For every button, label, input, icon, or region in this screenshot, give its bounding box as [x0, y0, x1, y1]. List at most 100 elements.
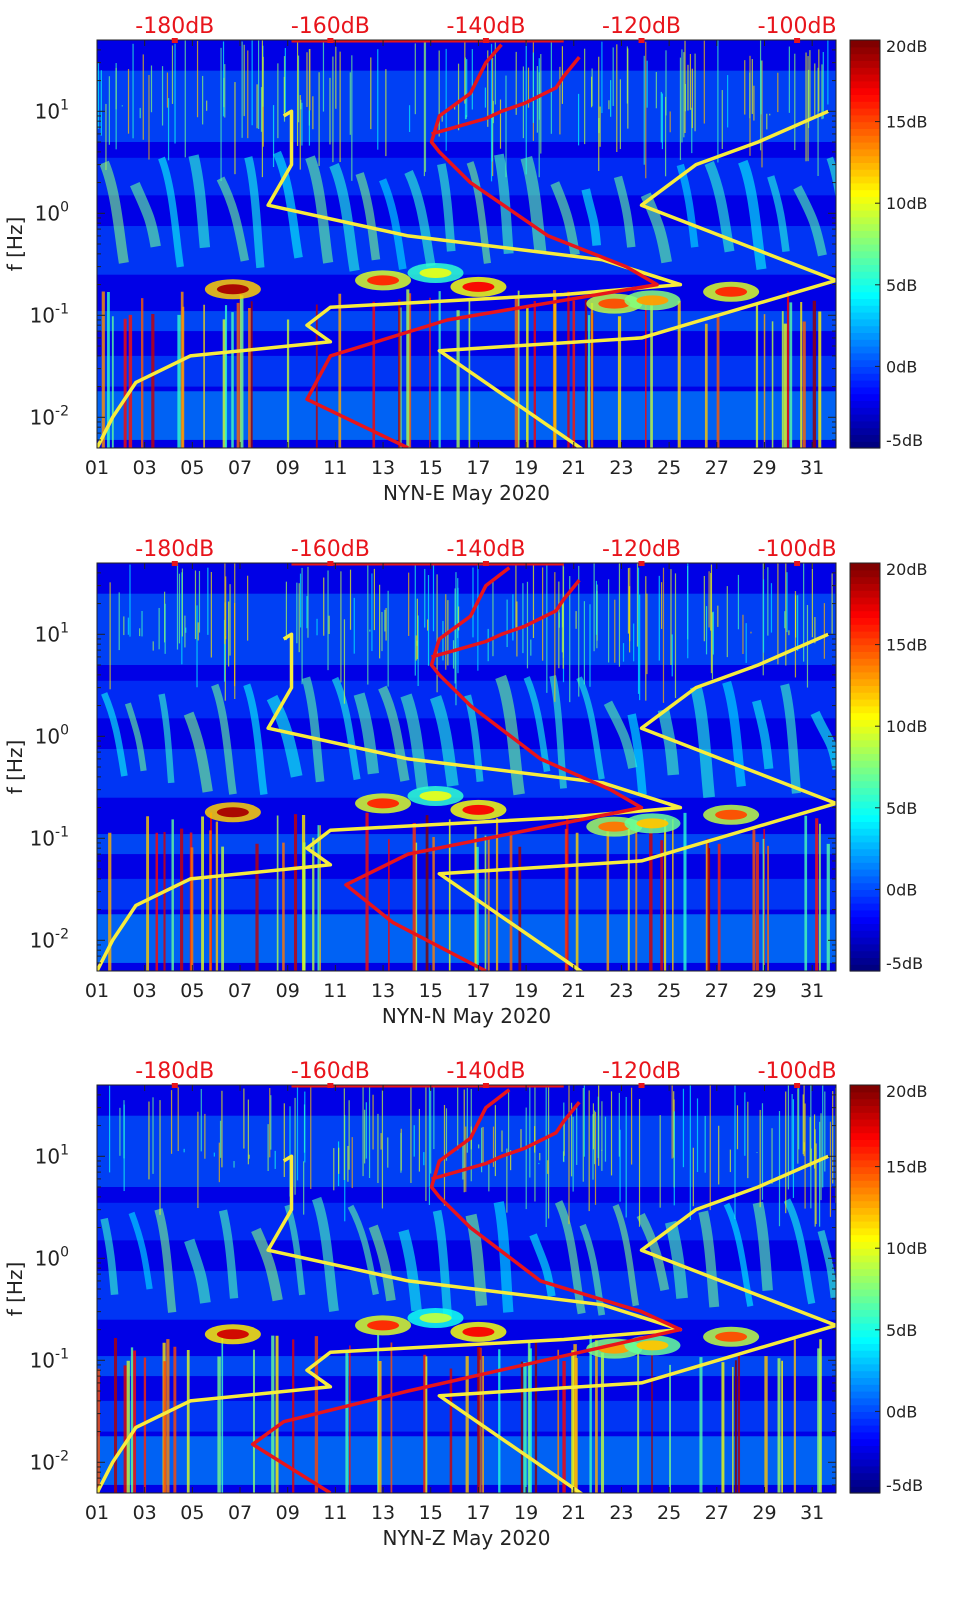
microseism-peak [715, 286, 748, 297]
spectrogram-panel: 01 03 05 07 09 11 13 15 17 19 21 23 25 27 29 31 101 100 10… [3, 537, 928, 1028]
colorbar-label: 20dB [886, 560, 928, 579]
colorbar-segment [850, 1295, 880, 1304]
x-tick-label: 19 [514, 1502, 538, 1524]
colorbar-segment [850, 121, 880, 129]
top-db-label: -100dB [758, 537, 837, 562]
top-db-label: -180dB [135, 1059, 214, 1084]
wave-streak [368, 1224, 396, 1302]
colorbar-segment [850, 264, 880, 272]
x-tick-label: 19 [514, 457, 538, 479]
colorbar-segment [850, 882, 880, 890]
x-tick-label: 25 [657, 1502, 681, 1524]
wave-streak [466, 161, 492, 264]
colorbar-segment [850, 1105, 880, 1113]
colorbar-segment [850, 1227, 880, 1236]
top-db-label: -160dB [291, 537, 370, 562]
top-db-tick [638, 561, 645, 566]
wave-streak [130, 182, 161, 248]
colorbar-segment [850, 441, 880, 449]
colorbar-segment [850, 148, 880, 157]
colorbar-segment [850, 916, 880, 924]
colorbar-segment [850, 1146, 880, 1154]
wave-streak [400, 693, 429, 791]
colorbar-segment [850, 1200, 880, 1208]
model-curves [97, 43, 836, 448]
colorbar-segment [850, 875, 880, 884]
colorbar-label: -5dB [886, 954, 923, 973]
spectrogram-panel: 01 03 05 07 09 11 13 15 17 19 21 23 25 27 29 31 101 100 10… [3, 14, 928, 505]
x-tick-label: 17 [466, 1502, 490, 1524]
colorbar-segment [850, 1316, 880, 1324]
y-tick-label: 10-1 [30, 301, 69, 327]
wave-streak [266, 694, 303, 778]
colorbar-segment [850, 576, 880, 584]
x-tick-label: 11 [323, 980, 347, 1002]
y-tick-label: 101 [35, 620, 69, 646]
wave-streak [752, 699, 774, 770]
colorbar-segment [850, 155, 880, 163]
colorbar-label: 10dB [886, 717, 928, 736]
top-db-tick [482, 561, 489, 566]
colorbar-segment [850, 1445, 880, 1453]
colorbar-label: 15dB [886, 636, 928, 655]
colorbar-segment [850, 237, 880, 245]
colorbar-segment [850, 373, 880, 381]
colorbar-segment [850, 848, 880, 856]
colorbar-segment [850, 739, 880, 748]
colorbar-segment [850, 162, 880, 170]
wave-streak [752, 1201, 773, 1291]
x-tick-label: 03 [133, 457, 157, 479]
colorbar-segment [850, 569, 880, 578]
colorbar-segment [850, 40, 880, 48]
colorbar-segment [850, 244, 880, 252]
wave-streak [494, 153, 514, 255]
y-tick-label: 100 [35, 722, 69, 748]
colorbar-segment [850, 835, 880, 843]
colorbar-segment [850, 74, 880, 82]
colorbar-segment [850, 420, 880, 429]
wave-streak [576, 676, 605, 780]
y-tick-label: 101 [35, 97, 69, 123]
colorbar-segment [850, 637, 880, 646]
top-db-label: -140dB [446, 14, 525, 39]
x-axis-label: NYN-N May 2020 [382, 1004, 551, 1028]
wave-streak [429, 695, 459, 787]
freq-band [97, 914, 836, 963]
wave-streak [783, 1198, 816, 1305]
colorbar-segment [850, 1404, 880, 1412]
model-curves [97, 1088, 836, 1493]
wave-streak [379, 178, 407, 270]
colorbar-segment [850, 1173, 880, 1181]
x-tick-label: 05 [180, 457, 204, 479]
x-tick-label: 07 [228, 457, 252, 479]
x-tick-label: 09 [276, 980, 300, 1002]
colorbar-segment [850, 719, 880, 727]
colorbar-segment [850, 366, 880, 374]
x-tick-label: 15 [419, 1502, 443, 1524]
microseism-peak [598, 821, 631, 832]
wave-streak [723, 1202, 754, 1307]
colorbar-segment [850, 1132, 880, 1140]
colorbar-segment [850, 610, 880, 618]
colorbar-segment [850, 950, 880, 958]
y-tick-label: 10-1 [30, 824, 69, 850]
colorbar-segment [850, 1139, 880, 1147]
wave-streak [767, 175, 790, 253]
colorbar-segment [850, 1289, 880, 1297]
top-db-tick [327, 38, 334, 43]
colorbar-segment [850, 386, 880, 395]
x-tick-label: 25 [657, 980, 681, 1002]
colorbar-segment [850, 828, 880, 836]
colorbar-segment [850, 1153, 880, 1161]
colorbar-segment [850, 603, 880, 612]
colorbar-segment [850, 753, 880, 761]
wave-streak [154, 1208, 177, 1313]
wave-streak [158, 156, 184, 268]
microseism-peak [419, 790, 452, 801]
colorbar-segment [850, 176, 880, 184]
red-noise-curve [344, 566, 644, 971]
colorbar-label: 20dB [886, 37, 928, 56]
colorbar-segment [850, 94, 880, 102]
colorbar-segment [850, 393, 880, 401]
colorbar-segment [850, 1309, 880, 1317]
